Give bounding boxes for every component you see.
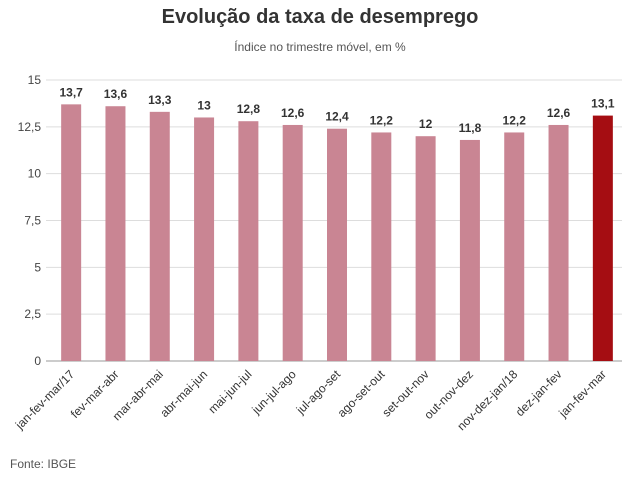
data-labels: 13,7 13,6 13,3 13 12,8 12,6 12,4 12,2 12 11,8 12,2…	[59, 85, 614, 135]
y-tick-label: 7,5	[24, 214, 41, 228]
data-label: 12	[419, 117, 433, 131]
bar	[327, 128, 347, 361]
data-label: 13,7	[59, 85, 83, 99]
data-label: 13,6	[104, 87, 128, 101]
y-tick-label: 0	[34, 354, 41, 368]
data-label: 12,4	[325, 110, 349, 124]
data-label: 13	[197, 98, 211, 112]
data-label: 11,8	[459, 121, 482, 135]
bar	[548, 124, 569, 362]
x-tick-label: ago-set-out	[335, 367, 388, 420]
bar	[459, 139, 480, 361]
bars	[61, 104, 613, 362]
bar	[504, 132, 525, 361]
bar	[194, 117, 215, 361]
y-tick-label: 15	[28, 73, 42, 87]
y-axis-ticks: 0 2,5 5 7,5 10 12,5 15	[18, 73, 42, 368]
data-label: 13,1	[591, 97, 615, 111]
data-label: 12,2	[370, 113, 394, 127]
bar-highlighted	[592, 115, 613, 362]
chart-subtitle: Índice no trimestre móvel, em %	[234, 40, 406, 54]
x-tick-label: jan-fev-mar/17	[12, 367, 78, 433]
x-tick-label: jan-fev-mar	[555, 367, 609, 421]
bar	[61, 104, 82, 361]
x-tick-label: jun-jul-ago	[249, 367, 299, 417]
y-tick-label: 10	[28, 167, 42, 181]
data-label: 13,3	[148, 93, 172, 107]
chart-title: Evolução da taxa de desemprego	[161, 6, 479, 28]
y-tick-label: 12,5	[18, 120, 42, 134]
data-label: 12,8	[237, 102, 261, 116]
x-tick-label: mai-jun-jul	[205, 367, 254, 416]
bar	[238, 121, 259, 361]
bar	[282, 124, 303, 362]
data-label: 12,6	[281, 106, 305, 120]
x-tick-label: abr-mai-jun	[157, 367, 210, 420]
y-tick-label: 2,5	[24, 307, 41, 321]
source-note: Fonte: IBGE	[10, 457, 77, 471]
bar	[105, 106, 126, 361]
bar	[149, 111, 170, 361]
data-label: 12,6	[547, 106, 571, 120]
data-label: 12,2	[503, 113, 527, 127]
bar	[415, 136, 436, 361]
y-tick-label: 5	[34, 260, 41, 274]
grid-lines	[46, 79, 622, 362]
bar	[371, 132, 392, 361]
x-axis-labels: jan-fev-mar/17fev-mar-abrmar-abr-maiabr-…	[12, 367, 609, 434]
